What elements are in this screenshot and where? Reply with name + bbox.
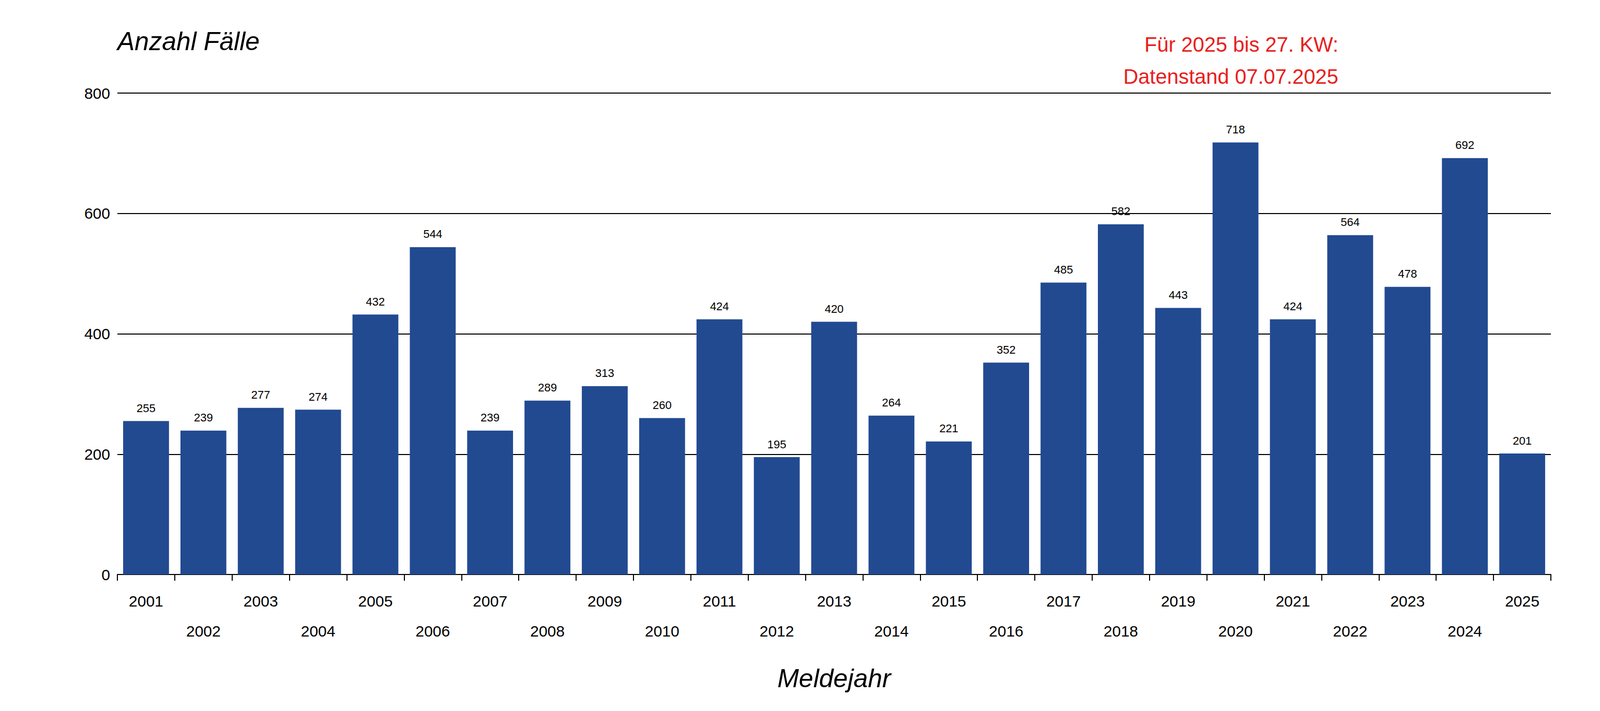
svg-text:2015: 2015 — [931, 592, 966, 610]
svg-text:2018: 2018 — [1103, 622, 1139, 640]
svg-text:2004: 2004 — [300, 622, 336, 640]
svg-text:400: 400 — [84, 325, 111, 343]
svg-text:Für 2025 bis 27. KW:: Für 2025 bis 27. KW: — [1144, 33, 1339, 56]
svg-text:800: 800 — [84, 84, 111, 102]
svg-text:2020: 2020 — [1218, 622, 1254, 640]
svg-text:195: 195 — [767, 438, 787, 451]
svg-text:2011: 2011 — [702, 592, 737, 610]
svg-text:2019: 2019 — [1160, 592, 1196, 610]
svg-text:2001: 2001 — [128, 592, 164, 610]
svg-text:718: 718 — [1226, 123, 1246, 137]
svg-text:274: 274 — [308, 390, 328, 404]
svg-text:692: 692 — [1455, 138, 1475, 152]
svg-text:485: 485 — [1053, 263, 1074, 277]
svg-text:2008: 2008 — [530, 622, 565, 640]
svg-text:264: 264 — [882, 396, 902, 410]
svg-text:2007: 2007 — [472, 592, 508, 610]
svg-text:564: 564 — [1340, 215, 1361, 229]
svg-text:600: 600 — [84, 204, 111, 222]
svg-text:2016: 2016 — [988, 622, 1024, 640]
svg-text:2021: 2021 — [1275, 592, 1311, 610]
svg-text:2013: 2013 — [817, 592, 852, 610]
svg-text:443: 443 — [1168, 288, 1188, 302]
svg-text:2023: 2023 — [1390, 592, 1425, 610]
svg-text:239: 239 — [480, 411, 500, 425]
svg-text:2017: 2017 — [1046, 592, 1081, 610]
svg-text:2006: 2006 — [415, 622, 450, 640]
svg-text:2012: 2012 — [759, 622, 795, 640]
svg-text:Meldejahr: Meldejahr — [777, 663, 893, 693]
svg-text:255: 255 — [136, 401, 156, 415]
svg-text:277: 277 — [251, 388, 271, 402]
svg-text:582: 582 — [1111, 204, 1131, 218]
svg-text:Anzahl Fälle: Anzahl Fälle — [115, 26, 260, 56]
svg-text:2003: 2003 — [243, 592, 279, 610]
svg-text:352: 352 — [996, 343, 1016, 357]
svg-text:2024: 2024 — [1447, 622, 1483, 640]
svg-text:424: 424 — [1283, 299, 1303, 313]
svg-text:289: 289 — [537, 381, 557, 395]
svg-text:260: 260 — [652, 398, 672, 412]
svg-text:544: 544 — [423, 227, 443, 241]
svg-text:201: 201 — [1512, 434, 1532, 448]
svg-text:478: 478 — [1397, 267, 1417, 281]
svg-text:0: 0 — [101, 566, 111, 584]
svg-text:2009: 2009 — [587, 592, 623, 610]
svg-text:420: 420 — [824, 302, 844, 316]
svg-text:424: 424 — [710, 299, 730, 313]
svg-text:239: 239 — [193, 411, 214, 425]
svg-text:2025: 2025 — [1504, 592, 1540, 610]
svg-text:2005: 2005 — [358, 592, 394, 610]
svg-text:221: 221 — [939, 421, 959, 435]
svg-text:2010: 2010 — [644, 622, 680, 640]
svg-text:2022: 2022 — [1333, 622, 1368, 640]
svg-text:Datenstand 07.07.2025: Datenstand 07.07.2025 — [1123, 65, 1339, 88]
svg-text:313: 313 — [595, 366, 615, 380]
svg-text:2002: 2002 — [186, 622, 221, 640]
svg-text:2014: 2014 — [874, 622, 910, 640]
svg-text:200: 200 — [84, 445, 111, 463]
svg-text:432: 432 — [366, 295, 386, 309]
